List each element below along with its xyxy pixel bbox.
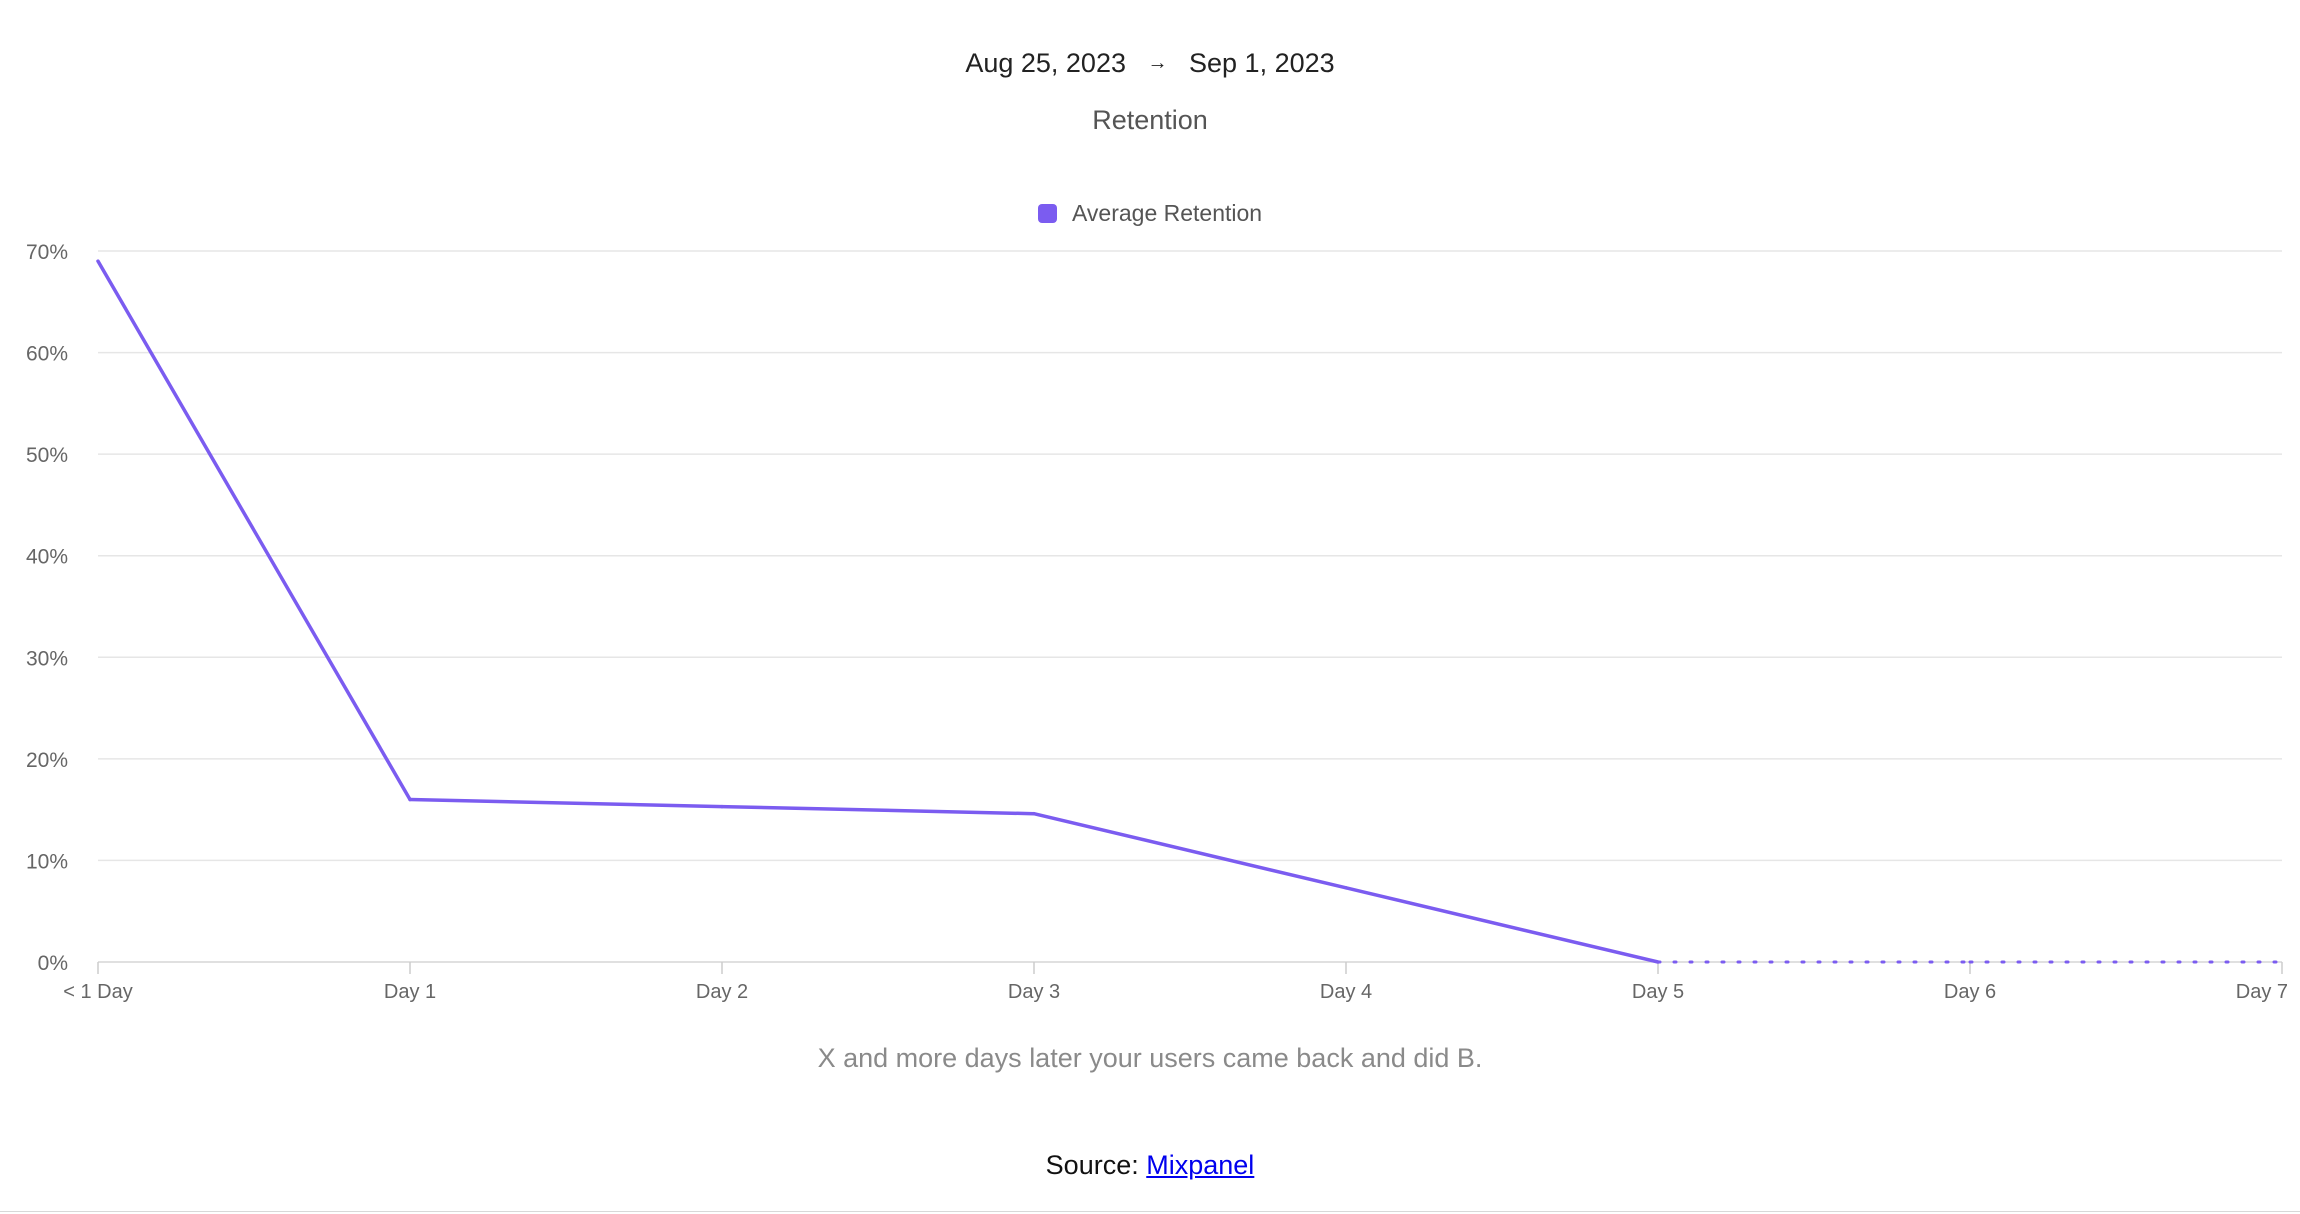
- x-tick-label: Day 4: [1320, 981, 1372, 1003]
- arrow-right-icon: →: [1147, 52, 1168, 74]
- x-tick-label: Day 5: [1632, 981, 1684, 1003]
- source-line: Source: Mixpanel: [0, 1150, 2300, 1181]
- date-end: Sep 1, 2023: [1189, 48, 1335, 78]
- y-tick-label: 60%: [26, 343, 68, 366]
- series-segment: [1344, 886, 1660, 964]
- date-start: Aug 25, 2023: [965, 48, 1126, 78]
- y-tick-label: 30%: [26, 647, 68, 670]
- y-tick-label: 20%: [26, 749, 68, 772]
- source-label: Source:: [1045, 1150, 1139, 1180]
- x-tick-label: Day 1: [384, 981, 436, 1003]
- chart-caption: X and more days later your users came ba…: [817, 1043, 1483, 1073]
- source-link[interactable]: Mixpanel: [1146, 1150, 1255, 1180]
- y-tick-label: 40%: [26, 546, 68, 569]
- x-tick-label: Day 3: [1008, 981, 1060, 1003]
- y-tick-label: 0%: [38, 952, 68, 975]
- series-segment: [720, 804, 1036, 816]
- series-segment: [96, 259, 412, 802]
- x-tick-label: Day 2: [696, 981, 748, 1003]
- y-tick-label: 10%: [26, 850, 68, 873]
- legend-label: Average Retention: [1072, 200, 1263, 226]
- series-segment: [408, 797, 724, 809]
- bottom-divider: [0, 1211, 2300, 1212]
- y-tick-label: 70%: [26, 241, 68, 264]
- date-range: Aug 25, 2023 → Sep 1, 2023: [0, 48, 2300, 79]
- y-tick-label: 50%: [26, 444, 68, 467]
- x-tick-label: < 1 Day: [63, 981, 132, 1003]
- x-tick-label: Day 7: [2236, 981, 2288, 1003]
- x-tick-label: Day 6: [1944, 981, 1996, 1003]
- legend-swatch: [1037, 204, 1057, 223]
- legend: Average Retention: [0, 200, 2300, 227]
- series-segment: [1032, 811, 1348, 890]
- chart-title: Retention: [1092, 105, 1208, 135]
